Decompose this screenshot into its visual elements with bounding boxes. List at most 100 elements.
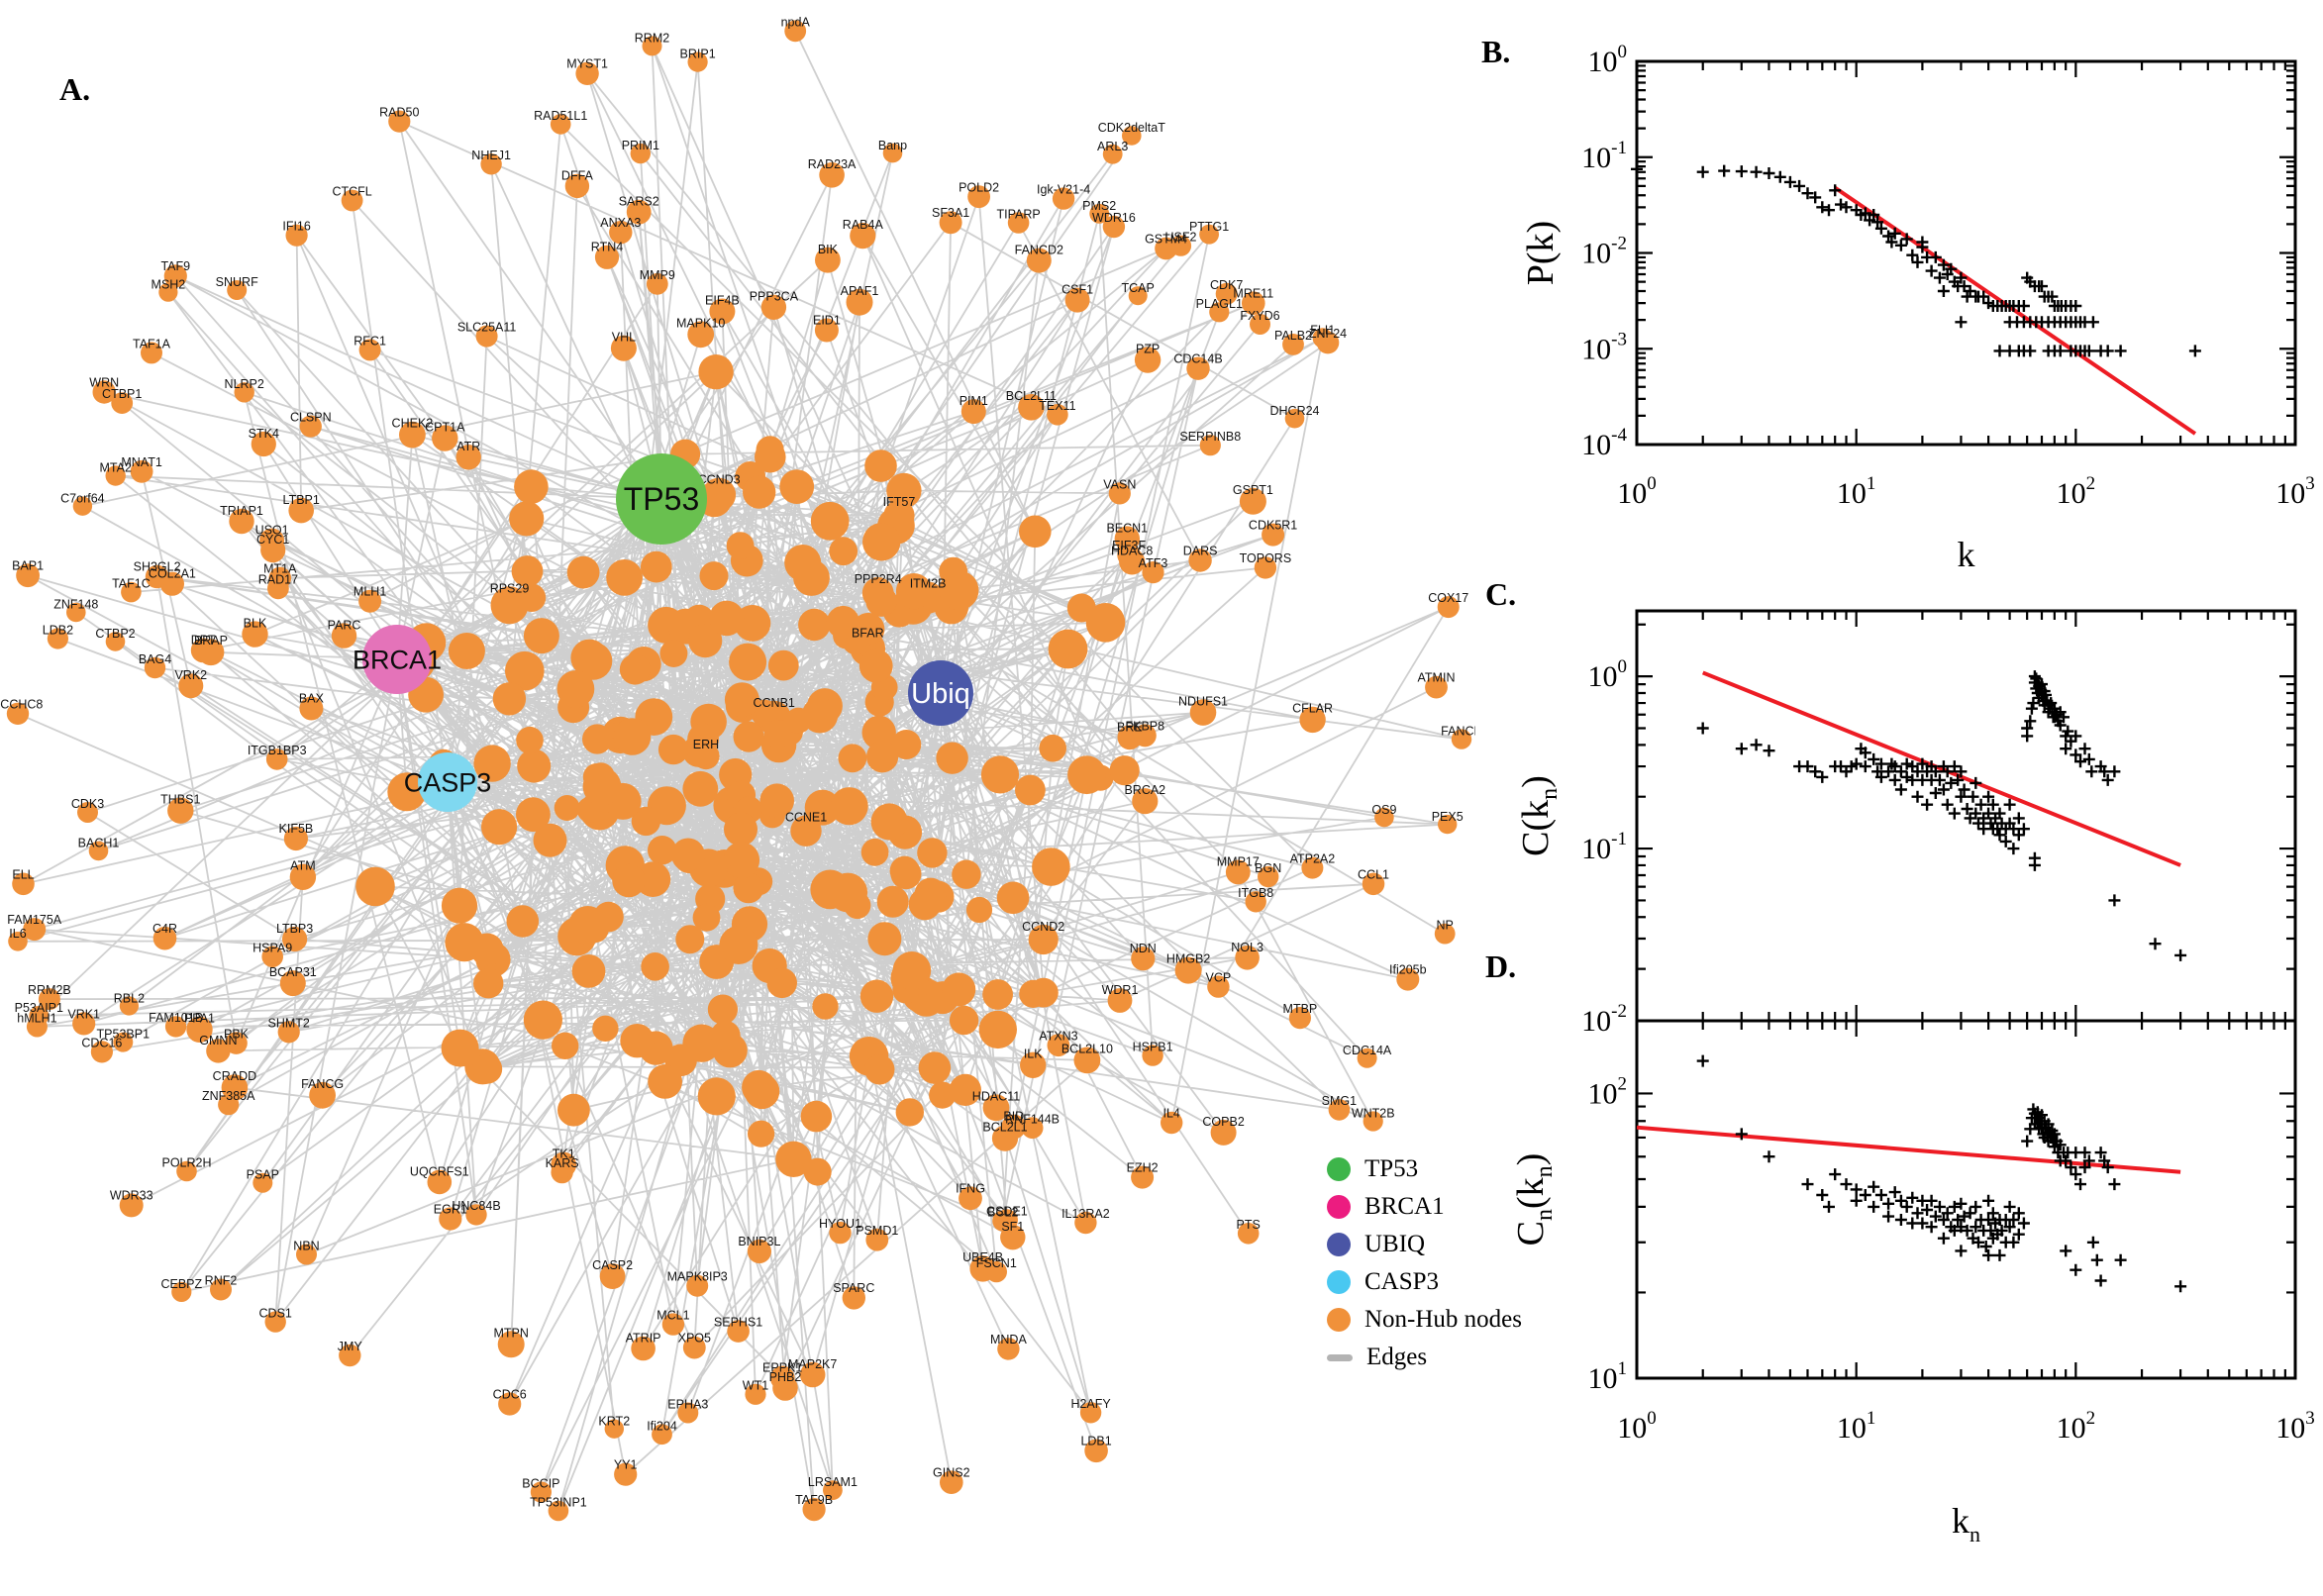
node-swatch-icon	[1327, 1233, 1351, 1256]
gene-node	[1089, 203, 1110, 224]
gene-label: YY1	[614, 1458, 638, 1472]
gene-label: VRK2	[174, 668, 207, 682]
gene-label: CDC6	[493, 1387, 527, 1401]
gene-node	[1102, 144, 1123, 164]
gene-label: CSDE1	[986, 1204, 1028, 1218]
gene-node	[959, 1186, 982, 1211]
gene-label: TK1	[553, 1147, 575, 1161]
gene-node	[1250, 314, 1270, 335]
gene-label: BECN1	[1106, 521, 1148, 535]
svg-text:10-3: 10-3	[1581, 329, 1627, 365]
gene-label: ILK	[1024, 1047, 1043, 1061]
gene-node	[399, 421, 426, 449]
gene-node	[1015, 774, 1046, 806]
gene-label: PBK	[224, 1027, 250, 1041]
gene-label: TCAP	[1122, 281, 1155, 295]
plot-panel-c: 100 10-1 10-2 C(kn)	[1515, 609, 2297, 1038]
gene-node	[985, 1260, 1007, 1283]
gene-node	[225, 1032, 248, 1054]
gene-label: RFC1	[354, 335, 386, 349]
gene-node	[227, 280, 248, 300]
gene-label: Banp	[878, 139, 907, 152]
gene-label: npdA	[781, 15, 811, 29]
gene-node	[682, 770, 719, 807]
gene-node	[939, 570, 979, 611]
gene-label: FLI1	[1310, 323, 1335, 337]
gene-label: PARC	[328, 618, 361, 632]
gene-node	[387, 772, 427, 812]
gene-node	[1425, 675, 1448, 699]
gene-node	[472, 1053, 503, 1084]
gene-node	[571, 954, 606, 988]
gene-node	[1047, 1034, 1070, 1057]
gene-node	[480, 153, 502, 175]
gene-label: HYOU1	[819, 1217, 861, 1231]
gene-node	[145, 564, 169, 589]
gene-label: BLK	[244, 616, 267, 630]
gene-node	[886, 472, 922, 509]
gene-node	[473, 745, 511, 782]
gene-node	[1084, 1439, 1108, 1463]
gene-node	[1169, 235, 1192, 256]
gene-node	[917, 838, 948, 868]
gene-node	[1131, 1165, 1155, 1189]
gene-label: KIF5B	[279, 822, 314, 836]
gene-node	[277, 1021, 300, 1044]
gene-label: IFI16	[282, 220, 311, 234]
gene-label: OS9	[1371, 803, 1396, 817]
gene-node	[1001, 1114, 1027, 1140]
gene-label: PPA1	[184, 1012, 215, 1026]
tick-labels: 100 10-1 10-2	[1581, 656, 1627, 1038]
gene-node	[105, 465, 126, 486]
gene-label: FKBP8	[1125, 720, 1164, 734]
gene-node	[687, 321, 715, 349]
gene-node	[523, 618, 559, 654]
gene-node	[163, 264, 187, 288]
gene-label: PSMD1	[856, 1224, 898, 1238]
plot-frame	[1635, 609, 2297, 1023]
gene-node	[723, 842, 760, 879]
gene-label: TEX11	[1039, 399, 1075, 413]
gene-label: BACH1	[78, 837, 120, 850]
gene-node	[355, 866, 395, 907]
gene-node	[766, 967, 797, 999]
gene-label: NOL3	[1231, 941, 1263, 954]
panel-c-label: C.	[1485, 576, 1517, 612]
gene-node	[265, 748, 288, 770]
gene-label: ELL	[12, 868, 34, 882]
gene-node	[895, 573, 933, 610]
gene-node	[582, 724, 613, 754]
gene-node	[756, 436, 784, 464]
gene-label: SLC25A11	[457, 321, 517, 335]
gene-label: C7orf64	[60, 491, 105, 505]
gene-node	[566, 555, 600, 589]
x-axis-label: kn	[1952, 1501, 1980, 1546]
gene-node	[652, 1424, 672, 1446]
gene-node	[814, 318, 839, 343]
gene-node	[759, 783, 794, 818]
gene-label: BRCA2	[1124, 783, 1165, 797]
gene-node	[769, 1365, 795, 1391]
legend-item-tp53: TP53	[1327, 1150, 1522, 1188]
gene-node	[865, 1228, 889, 1251]
gene-node	[800, 1100, 833, 1133]
gene-label: WRN	[89, 375, 119, 389]
gene-node	[1245, 891, 1266, 913]
gene-label: BCL2L1	[982, 1121, 1027, 1135]
svg-text:102: 102	[2057, 1408, 2096, 1445]
gene-label: DARS	[1183, 544, 1218, 557]
gene-label: FANCE	[1441, 724, 1475, 738]
gene-node	[289, 863, 317, 890]
gene-node	[798, 608, 831, 642]
gene-node	[727, 1320, 750, 1343]
gene-node	[1000, 1225, 1026, 1250]
gene-node	[568, 906, 608, 945]
gene-node	[1109, 755, 1140, 786]
gene-node	[1122, 126, 1142, 146]
gene-node	[511, 555, 544, 587]
gene-node	[1029, 977, 1059, 1008]
gene-label: APAF1	[841, 284, 879, 298]
gene-label: MMP9	[640, 268, 675, 282]
gene-label: LTBP3	[276, 922, 313, 936]
gene-label: KARS	[546, 1156, 579, 1170]
